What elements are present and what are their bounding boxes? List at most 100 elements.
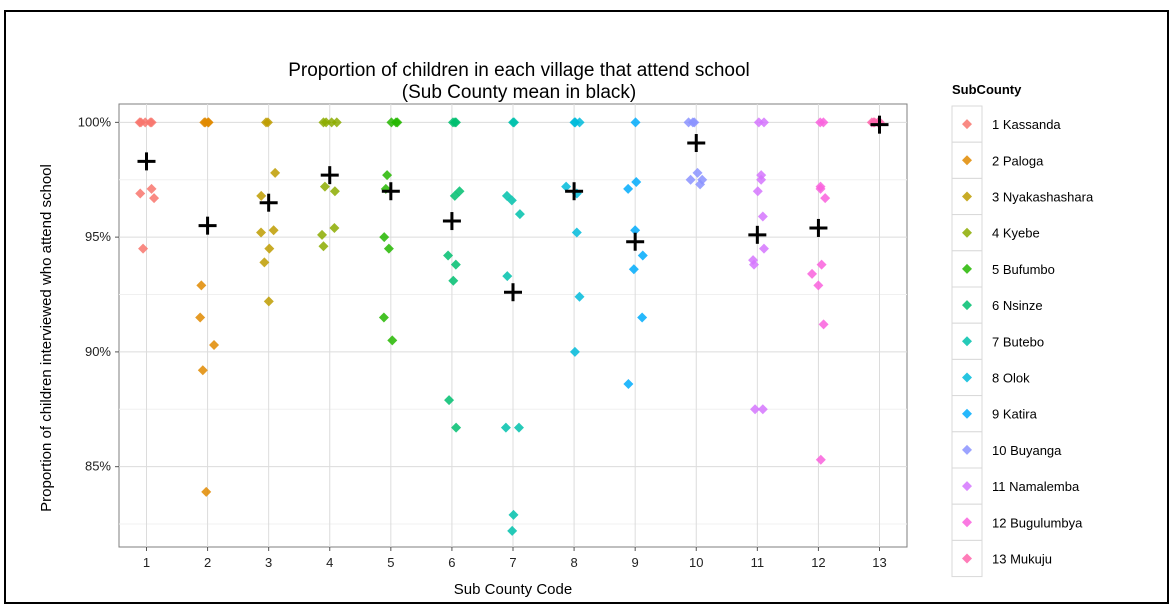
data-point (203, 117, 214, 128)
data-point (749, 259, 760, 270)
scatter-chart: Proportion of children in each village t… (38, 60, 1094, 598)
data-point (816, 259, 827, 270)
data-point (692, 167, 703, 178)
data-point (815, 183, 826, 194)
legend-label: 9 Katira (992, 407, 1038, 422)
y-tick-label: 100% (78, 114, 112, 129)
data-point (329, 186, 340, 197)
legend-key (951, 358, 983, 397)
data-point (687, 117, 698, 128)
legend-label: 10 Buyanga (992, 443, 1062, 458)
data-point (758, 243, 769, 254)
legend-item: 9 Katira (951, 395, 1038, 433)
x-tick-label: 12 (811, 555, 825, 570)
data-point (450, 259, 461, 270)
mean-marker (259, 193, 278, 212)
data-point (261, 117, 272, 128)
data-point (757, 211, 768, 222)
data-point (146, 117, 157, 128)
legend-swatch (962, 155, 972, 166)
data-point (149, 193, 160, 204)
data-point (507, 525, 518, 536)
data-point (637, 312, 648, 323)
data-point (259, 257, 270, 268)
data-point (196, 280, 207, 291)
data-point (317, 229, 328, 240)
data-point (637, 250, 648, 261)
data-point (685, 174, 696, 185)
x-tick-label: 4 (326, 555, 333, 570)
legend-item: 12 Bugulumbya (951, 503, 1083, 541)
legend-item: 6 Nsinze (951, 286, 1043, 324)
x-tick-label: 7 (509, 555, 516, 570)
legend-item: 10 Buyanga (951, 431, 1062, 469)
data-point (392, 117, 403, 128)
y-tick-label: 90% (85, 344, 111, 359)
legend-label: 11 Namalemba (992, 479, 1080, 494)
data-point (513, 422, 524, 433)
legend-item: 2 Paloga (951, 141, 1044, 179)
data-point (444, 395, 455, 406)
x-tick-label: 8 (570, 555, 577, 570)
legend-label: 4 Kyebe (992, 226, 1040, 241)
legend-item: 4 Kyebe (951, 214, 1040, 252)
mean-marker (137, 152, 156, 171)
data-point (386, 117, 397, 128)
data-point (514, 209, 525, 220)
legend-label: 7 Butebo (992, 334, 1044, 349)
data-point (197, 365, 208, 376)
data-point (382, 170, 393, 181)
legend-item: 11 Namalemba (951, 467, 1080, 505)
mean-marker (442, 212, 461, 231)
legend-swatch (962, 119, 972, 130)
data-point (574, 291, 585, 302)
data-point (813, 280, 824, 291)
legend-label: 12 Bugulumbya (992, 515, 1083, 530)
legend-swatch (962, 517, 972, 528)
x-tick-label: 9 (632, 555, 639, 570)
y-tick-label: 85% (85, 459, 111, 474)
data-point (756, 174, 767, 185)
data-point (561, 181, 572, 192)
data-point (256, 190, 267, 201)
x-tick-label: 6 (448, 555, 455, 570)
y-axis-title: Proportion of children interviewed who a… (38, 164, 55, 512)
data-point (331, 117, 342, 128)
data-point (318, 241, 329, 252)
legend-label: 1 Kassanda (992, 117, 1061, 132)
mean-marker (320, 166, 339, 185)
legend-swatch (962, 553, 972, 564)
data-point (270, 167, 281, 178)
data-point (268, 225, 279, 236)
legend-swatch (962, 408, 972, 419)
data-point (574, 117, 585, 128)
data-point (752, 186, 763, 197)
chart-frame: Proportion of children in each village t… (4, 10, 1169, 604)
x-tick-label: 13 (872, 555, 886, 570)
legend-swatch (962, 444, 972, 455)
data-point (506, 195, 517, 206)
data-point (758, 117, 769, 128)
data-point (135, 117, 146, 128)
data-point (757, 404, 768, 415)
mean-marker (381, 182, 400, 201)
mean-marker (748, 225, 767, 244)
legend-swatch (962, 481, 972, 492)
data-point (628, 264, 639, 275)
data-point (569, 346, 580, 357)
legend-label: 3 Nyakashashara (992, 190, 1094, 205)
data-point (820, 193, 831, 204)
legend-item: 7 Butebo (951, 322, 1044, 360)
data-point (815, 454, 826, 465)
data-point (209, 340, 220, 351)
x-axis-title: Sub County Code (454, 581, 572, 598)
data-point (508, 509, 519, 520)
data-point (753, 117, 764, 128)
mean-marker (687, 134, 706, 153)
legend-item: 8 Olok (951, 358, 1030, 397)
data-point (448, 275, 459, 286)
data-point (571, 227, 582, 238)
data-point (383, 243, 394, 254)
data-point (502, 271, 513, 282)
y-tick-label: 95% (85, 229, 111, 244)
